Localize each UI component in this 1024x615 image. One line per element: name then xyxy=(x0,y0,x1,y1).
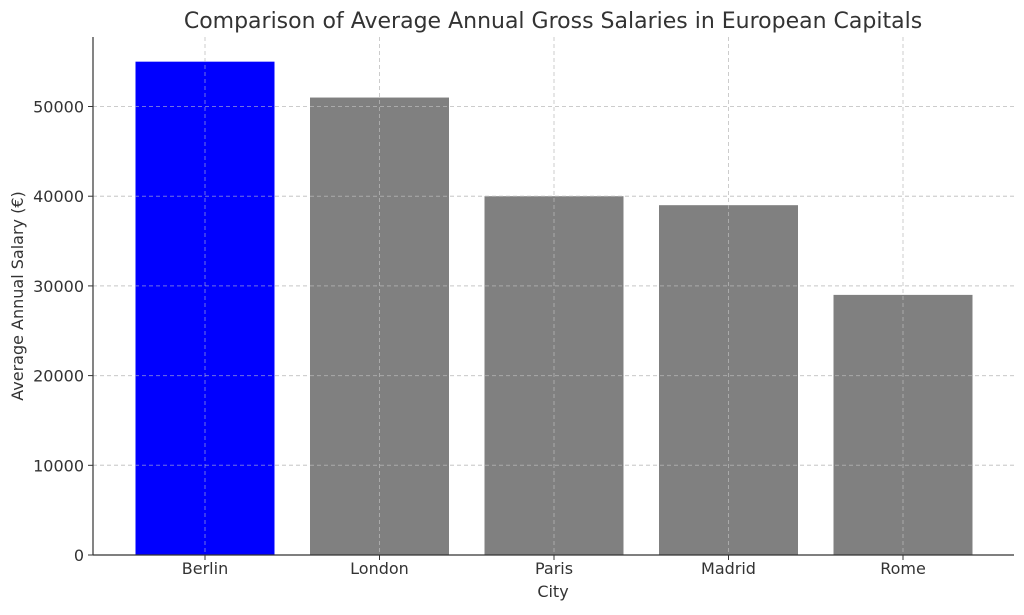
y-tick-label: 30000 xyxy=(33,277,84,296)
y-tick-label: 20000 xyxy=(33,367,84,386)
y-ticks: 0 10000 20000 30000 40000 50000 xyxy=(33,98,93,565)
grid-lines-overlay xyxy=(93,37,1014,556)
x-axis-label: City xyxy=(537,582,568,601)
y-tick-label: 40000 xyxy=(33,187,84,206)
y-axis-label: Average Annual Salary (€) xyxy=(8,191,27,401)
x-tick-label: Madrid xyxy=(701,559,756,578)
x-tick-label: Berlin xyxy=(182,559,228,578)
y-tick-label: 50000 xyxy=(33,98,84,117)
y-tick-label: 0 xyxy=(74,546,84,565)
x-tick-label: Rome xyxy=(880,559,926,578)
x-tick-label: Paris xyxy=(535,559,573,578)
chart-title: Comparison of Average Annual Gross Salar… xyxy=(184,9,922,34)
x-ticks: Berlin London Paris Madrid Rome xyxy=(182,555,926,578)
x-tick-label: London xyxy=(350,559,409,578)
y-tick-label: 10000 xyxy=(33,456,84,475)
